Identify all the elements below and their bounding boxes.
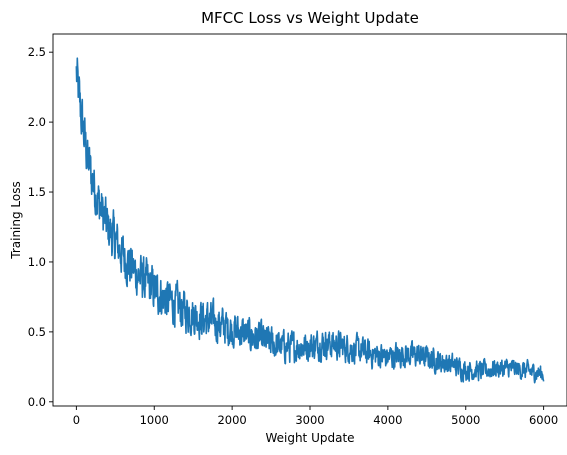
y-tick-label: 1.5 xyxy=(28,185,46,199)
x-axis-label: Weight Update xyxy=(265,431,354,445)
x-tick-label: 5000 xyxy=(451,413,480,427)
x-tick-label: 6000 xyxy=(529,413,558,427)
x-tick-label: 3000 xyxy=(295,413,324,427)
x-tick-label: 4000 xyxy=(373,413,402,427)
x-tick-label: 2000 xyxy=(217,413,246,427)
y-tick-label: 2.5 xyxy=(28,45,46,59)
chart-title: MFCC Loss vs Weight Update xyxy=(201,9,419,27)
y-axis: 0.0 0.5 1.0 1.5 2.0 2.5 xyxy=(28,45,53,409)
x-axis: 0 1000 2000 3000 4000 5000 6000 xyxy=(73,406,558,427)
loss-series-line xyxy=(75,57,545,384)
y-tick-label: 2.0 xyxy=(28,115,46,129)
y-tick-label: 0.0 xyxy=(28,395,46,409)
x-tick-label: 1000 xyxy=(140,413,169,427)
x-tick-label: 0 xyxy=(73,413,80,427)
y-axis-label: Training Loss xyxy=(9,181,23,259)
y-tick-label: 1.0 xyxy=(28,255,46,269)
y-tick-label: 0.5 xyxy=(28,325,46,339)
series-layer xyxy=(75,57,545,384)
